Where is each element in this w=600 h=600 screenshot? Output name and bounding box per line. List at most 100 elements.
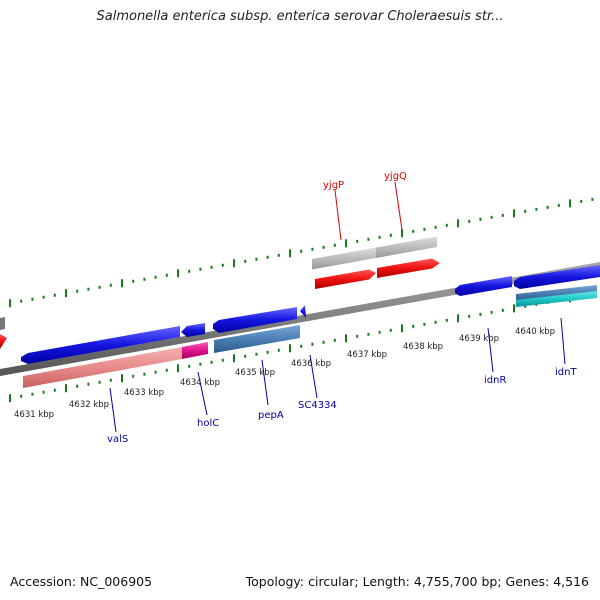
tick-mark — [468, 314, 471, 318]
tick-mark — [188, 364, 191, 368]
tick-mark — [356, 239, 359, 243]
tick-mark — [121, 374, 123, 383]
gene-label-valS[interactable]: valS — [107, 434, 128, 445]
forward-features — [0, 236, 440, 349]
tick-mark — [378, 235, 381, 239]
tick-mark — [535, 207, 538, 211]
tick-mark — [401, 229, 403, 238]
tick-mark — [121, 279, 123, 288]
tick-mark — [199, 362, 202, 366]
tick-mark — [65, 384, 67, 393]
yjgQ-cds — [377, 258, 440, 278]
tick-mark — [333, 243, 336, 247]
tick-mark — [289, 344, 291, 353]
tick-mark — [389, 328, 392, 332]
tick-mark — [154, 370, 157, 374]
tick-mark — [9, 299, 11, 308]
tick-mark — [221, 263, 224, 267]
tick-label: 4640 kbp — [515, 327, 555, 337]
holC-gene — [182, 342, 208, 359]
tick-mark — [501, 213, 504, 217]
tick-mark — [9, 394, 11, 403]
tick-mark — [98, 285, 101, 289]
left-edge-cds — [0, 334, 7, 349]
tick-marks-upper — [9, 197, 594, 308]
gene-label-pepA[interactable]: pepA — [258, 410, 284, 421]
tick-mark — [143, 372, 146, 376]
tick-mark — [177, 364, 179, 373]
tick-mark — [277, 253, 280, 257]
tick-mark — [580, 199, 583, 203]
tick-mark — [513, 209, 515, 218]
tick-mark — [479, 312, 482, 316]
tick-mark — [266, 350, 269, 354]
tick-mark — [188, 269, 191, 273]
gene-label-holC[interactable]: holC — [197, 418, 219, 429]
tick-mark — [20, 394, 23, 398]
yjgQ-gene — [376, 236, 437, 258]
holC-cds — [181, 323, 205, 337]
valS-gene — [23, 347, 182, 388]
tick-mark — [154, 275, 157, 279]
tick-mark — [524, 304, 527, 308]
gene-label-yjgQ[interactable]: yjgQ — [384, 171, 407, 182]
valS-cds — [21, 326, 180, 364]
tick-mark — [53, 388, 56, 392]
tick-mark — [76, 384, 79, 388]
gene-label-SC4334[interactable]: SC4334 — [298, 400, 337, 411]
reverse-features — [21, 265, 600, 388]
gene-label-idnT[interactable]: idnT — [555, 367, 577, 378]
tick-label: 4632 kbp — [69, 400, 109, 410]
yjgP-cds — [315, 269, 376, 289]
tick-mark — [165, 273, 168, 277]
genome-title: Salmonella enterica subsp. enterica sero… — [96, 9, 504, 24]
tick-mark — [266, 255, 269, 259]
tick-mark — [177, 269, 179, 278]
tick-labels: 4631 kbp 4632 kbp 4633 kbp 4634 kbp 4635 kbp… — [14, 327, 555, 420]
tick-mark — [87, 382, 90, 386]
tick-label: 4631 kbp — [14, 410, 54, 420]
tick-mark — [356, 334, 359, 338]
tick-mark — [490, 310, 493, 314]
tick-mark — [434, 320, 437, 324]
tick-mark — [412, 229, 415, 233]
tick-mark — [143, 277, 146, 281]
tick-mark — [434, 225, 437, 229]
left-edge-gene — [0, 317, 5, 330]
tick-label: 4634 kbp — [180, 378, 220, 388]
tick-mark — [322, 340, 325, 344]
tick-mark — [42, 295, 45, 299]
tick-mark — [423, 322, 426, 326]
tick-mark — [244, 354, 247, 358]
tick-mark — [210, 360, 213, 364]
tick-mark — [31, 392, 34, 396]
tick-mark — [277, 348, 280, 352]
tick-marks-lower — [9, 292, 594, 403]
tick-mark — [289, 249, 291, 258]
tick-mark — [300, 249, 303, 253]
gene-label-idnR[interactable]: idnR — [484, 375, 506, 386]
tick-mark — [221, 358, 224, 362]
tick-mark — [367, 332, 370, 336]
tick-mark — [132, 279, 135, 283]
tick-mark — [490, 215, 493, 219]
tick-mark — [65, 289, 67, 298]
tick-mark — [233, 354, 235, 363]
gene-label-yjgP[interactable]: yjgP — [323, 180, 344, 191]
tick-mark — [389, 233, 392, 237]
tick-mark — [557, 203, 560, 207]
tick-label: 4639 kbp — [459, 334, 499, 344]
tick-mark — [501, 308, 504, 312]
gene-connectors — [109, 181, 566, 433]
tick-label: 4635 kbp — [235, 368, 275, 378]
tick-mark — [591, 197, 594, 201]
tick-mark — [345, 334, 347, 343]
tick-mark — [244, 259, 247, 263]
tick-mark — [233, 259, 235, 268]
tick-mark — [479, 217, 482, 221]
tick-label: 4638 kbp — [403, 342, 443, 352]
tick-mark — [255, 352, 258, 356]
pepA-cds — [213, 307, 297, 333]
genome-summary-text: Topology: circular; Length: 4,755,700 bp… — [245, 574, 589, 589]
